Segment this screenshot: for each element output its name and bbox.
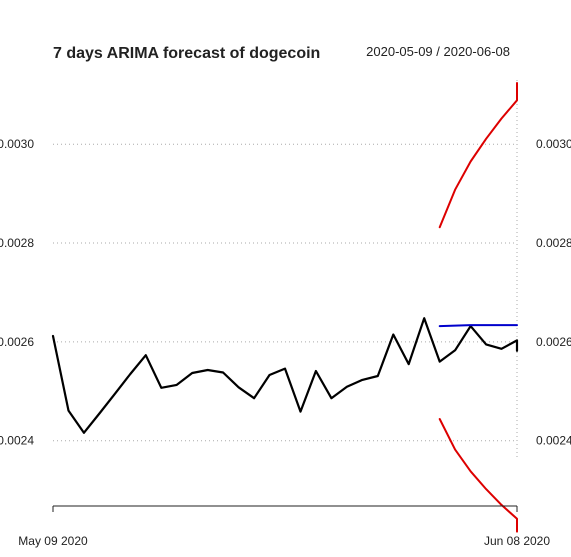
series-line-2 xyxy=(438,324,518,328)
x-axis xyxy=(52,505,518,512)
gridlines xyxy=(53,80,518,460)
series-line-1 xyxy=(51,317,519,434)
y-tick-label-right: 0.0028 xyxy=(536,236,571,250)
series-lines xyxy=(51,82,519,533)
y-tick-label-right: 0.0024 xyxy=(536,434,571,448)
series-line-4 xyxy=(438,418,518,533)
series-line-3 xyxy=(438,82,518,229)
x-tick-label: May 09 2020 xyxy=(18,534,88,548)
chart-subtitle: 2020-05-09 / 2020-06-08 xyxy=(366,44,510,59)
y-tick-label-left: 0.0024 xyxy=(0,434,34,448)
x-tick-label: Jun 08 2020 xyxy=(484,534,550,548)
y-tick-label-left: 0.0028 xyxy=(0,236,34,250)
tick-labels: 0.0024 0.0024 0.0026 0.0026 0.0028 0.0028 0.00… xyxy=(0,137,571,548)
y-tick-label-left: 0.0026 xyxy=(0,335,34,349)
y-tick-label-left: 0.0030 xyxy=(0,137,34,151)
chart-title: 7 days ARIMA forecast of dogecoin xyxy=(53,45,320,62)
y-tick-label-right: 0.0030 xyxy=(536,137,571,151)
y-tick-label-right: 0.0026 xyxy=(536,335,571,349)
